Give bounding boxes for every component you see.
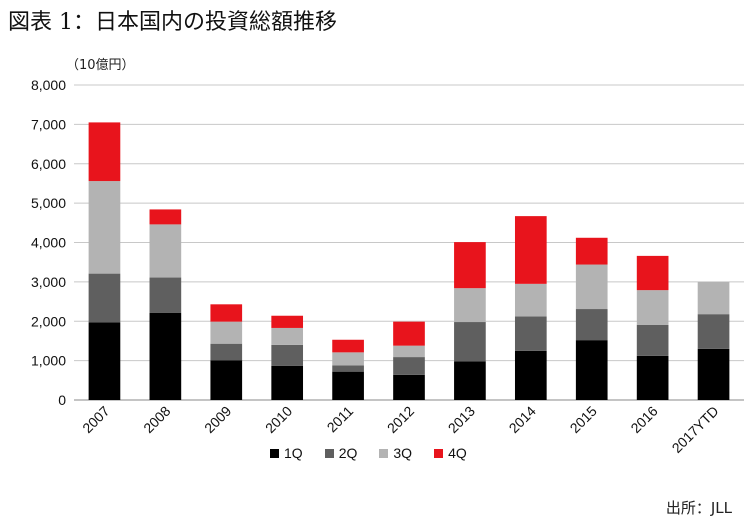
x-tick-label: 2007 (79, 403, 112, 436)
bar-2q-2010 (271, 344, 304, 366)
x-tick-label: 2012 (384, 403, 417, 436)
legend-item-3q: 3Q (379, 445, 412, 461)
legend-swatch-3q (379, 448, 389, 458)
bar-3q-2014 (514, 283, 547, 317)
bar-1q-2010 (271, 365, 304, 400)
bar-2q-2009 (210, 343, 243, 361)
legend-item-2q: 2Q (324, 445, 358, 461)
bar-4q-2015 (575, 237, 608, 265)
bar-2q-2015 (575, 309, 608, 341)
y-tick-label: 3,000 (31, 274, 66, 290)
bar-4q-2010 (271, 315, 304, 328)
bar-2q-2007 (88, 273, 121, 323)
x-tick-label: 2015 (567, 403, 600, 436)
unit-label: （10億円） (66, 58, 135, 73)
legend-label-4q: 4Q (448, 445, 467, 461)
bar-1q-2013 (454, 361, 486, 400)
y-tick-label: 0 (58, 392, 66, 408)
legend-item-4q: 4Q (434, 445, 467, 461)
x-tick-label: 2009 (201, 403, 234, 436)
bar-3q-2010 (271, 327, 304, 345)
figure-title: 図表 1：日本国内の投資総額推移 (8, 10, 337, 35)
bar-1q-2015 (575, 340, 608, 400)
legend-label-2q: 2Q (338, 445, 358, 461)
bar-1q-2016 (636, 355, 669, 400)
legend-swatch-2q (324, 448, 334, 458)
x-tick-label: 2017YTD (669, 403, 722, 456)
bar-3q-2017ytd (697, 281, 730, 315)
y-tick-label: 1,000 (31, 353, 66, 369)
bar-1q-2014 (514, 350, 547, 400)
bar-3q-2013 (454, 288, 486, 323)
bar-2q-2008 (149, 277, 182, 313)
bar-4q-2014 (514, 216, 547, 284)
x-tick-label: 2013 (445, 403, 478, 436)
bar-2q-2017ytd (697, 314, 730, 349)
bar-4q-2008 (149, 209, 182, 225)
legend-label-1q: 1Q (284, 445, 303, 461)
bar-2q-2016 (636, 324, 669, 356)
bar-4q-2007 (88, 122, 121, 182)
legend: 1Q 2Q 3Q 4Q (270, 445, 467, 461)
x-tick-label: 2010 (262, 403, 295, 436)
bar-1q-2017ytd (697, 348, 730, 400)
y-tick-label: 8,000 (31, 77, 66, 93)
bar-3q-2009 (210, 321, 243, 344)
bar-4q-2009 (210, 304, 243, 322)
bar-2q-2013 (454, 322, 486, 362)
bar-3q-2012 (393, 345, 425, 358)
bar-3q-2016 (636, 290, 669, 325)
source-note: 出所：JLL (665, 499, 732, 517)
legend-label-3q: 3Q (393, 445, 413, 461)
legend-item-1q: 1Q (270, 445, 303, 461)
bar-4q-2016 (636, 255, 669, 291)
legend-swatch-1q (270, 448, 279, 458)
bar-1q-2011 (332, 371, 364, 400)
bar-2q-2012 (393, 357, 425, 375)
bar-3q-2007 (88, 181, 121, 274)
bar-1q-2008 (149, 312, 182, 400)
x-tick-label: 2016 (627, 403, 660, 436)
stacked-bar-chart: 0 1,000 2,000 3,000 4,000 5,000 6,000 7,000 8,00… (31, 77, 744, 456)
y-tick-label: 7,000 (31, 116, 66, 132)
y-tick-label: 5,000 (31, 195, 66, 211)
x-tick-label: 2011 (324, 403, 357, 436)
bar-1q-2009 (210, 360, 243, 400)
bar-4q-2011 (332, 339, 364, 353)
bar-2q-2011 (332, 365, 364, 372)
y-tick-label: 4,000 (31, 235, 66, 251)
bar-1q-2012 (393, 374, 425, 400)
x-tick-label: 2008 (140, 403, 173, 436)
bar-3q-2011 (332, 352, 364, 366)
x-tick-label: 2014 (506, 403, 539, 436)
y-tick-label: 6,000 (31, 156, 66, 172)
bar-3q-2008 (149, 224, 182, 278)
legend-swatch-4q (434, 448, 444, 458)
bar-3q-2015 (575, 264, 608, 310)
bar-4q-2013 (454, 242, 486, 289)
bar-2q-2014 (514, 316, 547, 351)
bar-1q-2007 (88, 322, 121, 400)
bar-4q-2012 (393, 321, 425, 346)
y-tick-label: 2,000 (31, 313, 66, 329)
